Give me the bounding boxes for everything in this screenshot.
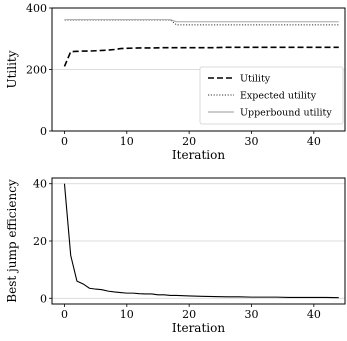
- jump-efficiency-y-axis-label: Best jump efficiency: [5, 179, 19, 303]
- x-tick-label: 0: [61, 308, 68, 321]
- utility-x-axis-label: Iteration: [172, 148, 225, 162]
- series-line-series: [63, 183, 339, 299]
- jump-efficiency-x-axis-label: Iteration: [172, 321, 225, 335]
- legend-label-utility: Utility: [240, 74, 271, 85]
- x-tick-label: 30: [244, 308, 258, 321]
- y-tick-label: 20: [33, 235, 47, 248]
- jump-efficiency-chart: 0 10 20 30 40 0 20 40 Iteration Best jump effi…: [5, 177, 346, 335]
- legend-box: [199, 66, 344, 125]
- y-tick-label: 200: [26, 64, 47, 77]
- x-tick-label: 40: [307, 135, 321, 148]
- utility-chart: 0 10 20 30 40 0 200 400 Iteration Utility Util…: [5, 2, 346, 162]
- x-tick-label: 30: [244, 135, 258, 148]
- y-tick-label: 40: [33, 178, 47, 191]
- series-line-upperbound-utility: [64, 19, 339, 23]
- utility-y-axis-label: Utility: [5, 50, 19, 88]
- y-tick-label: 0: [40, 125, 47, 138]
- legend-label-expected-utility: Expected utility: [240, 91, 317, 102]
- legend-label-upperbound-utility: Upperbound utility: [240, 108, 332, 119]
- series-line-utility: [63, 46, 339, 67]
- x-tick-label: 40: [307, 308, 321, 321]
- utility-legend: Utility Expected utility Upperbound util…: [199, 66, 344, 125]
- x-tick-label: 10: [120, 308, 134, 321]
- series-line-expected-utility: [64, 19, 339, 26]
- y-tick-label: 0: [40, 292, 47, 305]
- y-tick-label: 400: [26, 2, 47, 15]
- x-tick-label: 10: [120, 135, 134, 148]
- x-tick-label: 20: [182, 135, 196, 148]
- x-tick-label: 0: [61, 135, 68, 148]
- x-tick-label: 20: [182, 308, 196, 321]
